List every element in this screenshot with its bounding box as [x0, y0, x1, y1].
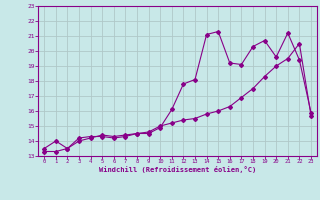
X-axis label: Windchill (Refroidissement éolien,°C): Windchill (Refroidissement éolien,°C) [99, 166, 256, 173]
